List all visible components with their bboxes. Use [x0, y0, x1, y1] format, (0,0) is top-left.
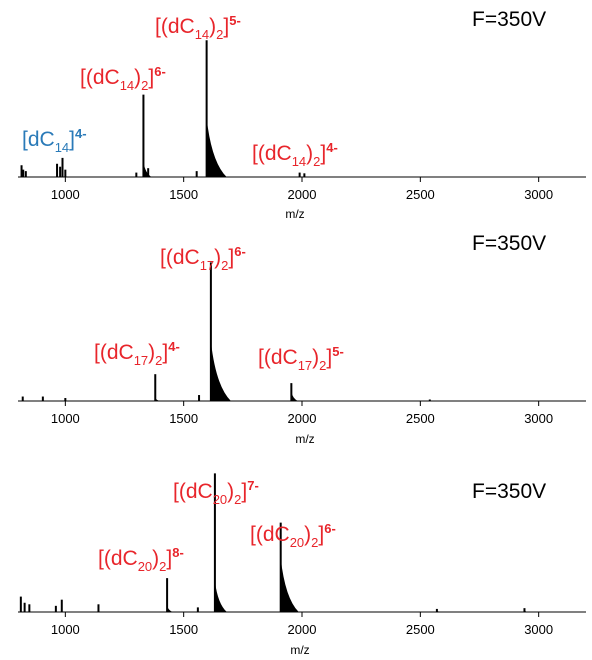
spectrum-trace	[20, 40, 306, 177]
charge-state: 4-	[168, 339, 180, 354]
x-axis-label: m/z	[290, 643, 309, 657]
charge-state: 6-	[154, 64, 166, 79]
spectrum-panel-dC14: F=350V 1000 1500 2000 2500 3000 m/z [dC14]4-…	[18, 8, 586, 221]
subscript: 14	[195, 27, 209, 42]
svg-text:[(dC17)2]6-: [(dC17)2]6-	[160, 244, 246, 273]
x-axis-ticks: 1000 1500 2000 2500 3000	[51, 401, 553, 426]
x-tick-label: 3000	[524, 411, 553, 426]
species-name: dC	[93, 66, 120, 89]
spectrum-peak-tail	[291, 392, 298, 401]
x-tick-label: 1500	[169, 411, 198, 426]
svg-text:[dC14]4-: [dC14]4-	[22, 126, 87, 155]
spectrum-peak-tail	[143, 162, 152, 177]
charge-state: 6-	[324, 521, 336, 536]
peak-annotation-dimer-4minus: [(dC14)2]4-	[252, 140, 338, 169]
charge-state: 5-	[332, 344, 344, 359]
spectrum-trace	[21, 262, 431, 401]
peak-annotation-dimer-8minus: [(dC20)2]8-	[98, 545, 184, 574]
x-tick-label: 1500	[169, 187, 198, 202]
peak-annotation-dimer-5minus: [(dC17)2]5-	[258, 344, 344, 373]
svg-text:[(dC20)2]7-: [(dC20)2]7-	[173, 478, 259, 507]
subscript: 14	[292, 154, 306, 169]
species-name: dC	[271, 346, 298, 369]
spectrum-peak-tail	[210, 341, 231, 401]
x-axis-label: m/z	[295, 432, 314, 446]
subscript: 14	[120, 78, 134, 93]
subscript: 20	[213, 492, 227, 507]
peak-annotation-dimer-5minus: [(dC14)2]5-	[155, 13, 241, 42]
species-name: dC	[186, 480, 213, 503]
x-tick-label: 2000	[288, 622, 317, 637]
x-tick-label: 1000	[51, 622, 80, 637]
charge-state: 4-	[326, 140, 338, 155]
spectrum-panel-dC20: F=350V 1000 1500 2000 2500 3000 m/z [(dC20)2…	[18, 473, 586, 657]
species-name: dC	[111, 547, 138, 570]
peak-annotation-dimer-6minus: [(dC17)2]6-	[160, 244, 246, 273]
subscript: 17	[134, 353, 148, 368]
spectrum-trace	[19, 473, 529, 612]
x-tick-label: 2500	[406, 622, 435, 637]
subscript: 20	[138, 559, 152, 574]
peak-annotation-dimer-7minus: [(dC20)2]7-	[173, 478, 259, 507]
x-axis-label: m/z	[285, 207, 304, 221]
species-name: dC	[265, 142, 292, 165]
species-name: dC	[107, 341, 134, 364]
peak-annotation-monomer-4minus: [dC14]4-	[22, 126, 87, 155]
svg-text:[(dC20)2]8-: [(dC20)2]8-	[98, 545, 184, 574]
x-tick-label: 2000	[288, 187, 317, 202]
spectrum-peak-tail	[206, 118, 227, 177]
charge-state: 4-	[75, 126, 87, 141]
svg-text:[(dC14)2]5-: [(dC14)2]5-	[155, 13, 241, 42]
species-name: dC	[168, 15, 195, 38]
x-axis-ticks: 1000 1500 2000 2500 3000	[51, 612, 553, 637]
field-voltage-label: F=350V	[472, 232, 546, 255]
species-name: dC	[173, 246, 200, 269]
svg-text:[(dC17)2]5-: [(dC17)2]5-	[258, 344, 344, 373]
svg-text:[(dC17)2]4-: [(dC17)2]4-	[94, 339, 180, 368]
peak-annotation-dimer-6minus: [(dC20)2]6-	[250, 521, 336, 550]
field-voltage-label: F=350V	[472, 8, 546, 31]
x-tick-label: 2000	[288, 411, 317, 426]
charge-state: 8-	[172, 545, 184, 560]
subscript: 14	[55, 140, 69, 155]
x-axis-ticks: 1000 1500 2000 2500 3000	[51, 177, 553, 202]
spectrum-panel-dC17: F=350V 1000 1500 2000 2500 3000 m/z [(dC17)2…	[18, 232, 586, 446]
x-tick-label: 3000	[524, 622, 553, 637]
spectrum-peak-tail	[280, 558, 299, 612]
spectrum-peak-tail	[214, 581, 227, 612]
subscript: 17	[200, 258, 214, 273]
spectrum-peak-tail	[155, 398, 161, 401]
x-tick-label: 2500	[406, 411, 435, 426]
species-name: dC	[28, 128, 55, 151]
svg-text:[(dC14)2]4-: [(dC14)2]4-	[252, 140, 338, 169]
x-tick-label: 1000	[51, 187, 80, 202]
x-tick-label: 1000	[51, 411, 80, 426]
svg-text:[(dC20)2]6-: [(dC20)2]6-	[250, 521, 336, 550]
subscript: 20	[290, 535, 304, 550]
x-tick-label: 2500	[406, 187, 435, 202]
peak-annotation-dimer-4minus: [(dC17)2]4-	[94, 339, 180, 368]
x-tick-label: 3000	[524, 187, 553, 202]
svg-text:[(dC14)2]6-: [(dC14)2]6-	[80, 64, 166, 93]
subscript: 17	[298, 358, 312, 373]
species-name: dC	[263, 523, 290, 546]
charge-state: 7-	[247, 478, 259, 493]
field-voltage-label: F=350V	[472, 480, 546, 503]
x-tick-label: 1500	[169, 622, 198, 637]
charge-state: 5-	[229, 13, 241, 28]
spectrum-peak-tail	[167, 605, 173, 612]
charge-state: 6-	[234, 244, 246, 259]
peak-annotation-dimer-6minus: [(dC14)2]6-	[80, 64, 166, 93]
